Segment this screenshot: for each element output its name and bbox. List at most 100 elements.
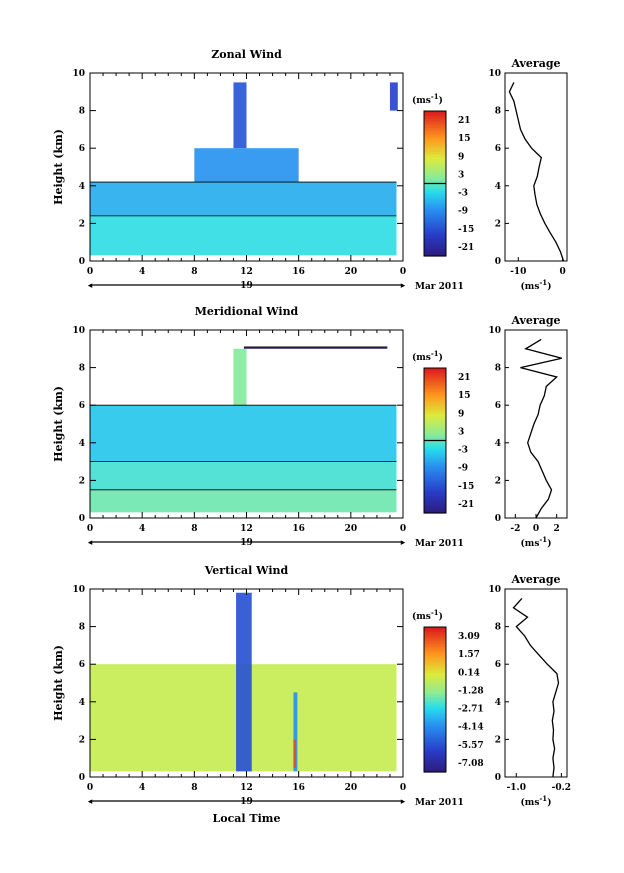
colorbar-cell xyxy=(424,384,446,388)
colorbar-cell xyxy=(424,442,446,446)
y-tick-label: 4 xyxy=(79,439,85,449)
colorbar-cell xyxy=(424,149,446,153)
colorbar-cell xyxy=(424,372,446,376)
x-tick-label: 4 xyxy=(139,783,145,793)
colorbar-cell xyxy=(424,135,446,139)
colorbar-tick-label: -7.08 xyxy=(458,759,484,769)
y-tick-label: 10 xyxy=(72,585,85,595)
colorbar-cell xyxy=(424,643,446,647)
y-tick-label: 4 xyxy=(79,182,85,192)
y-tick-label: 6 xyxy=(79,401,85,411)
average-x-tick-label: -2 xyxy=(510,524,520,534)
colorbar-tick-label: -15 xyxy=(458,482,474,492)
colorbar-frame xyxy=(423,626,447,773)
colorbar-tick-label: 3 xyxy=(458,427,464,437)
x-tick-label: 0 xyxy=(87,783,93,793)
average-y-tick-label: 6 xyxy=(495,144,501,154)
colorbar-cell xyxy=(424,130,446,134)
colorbar-cell xyxy=(424,161,446,165)
colorbar-cell xyxy=(424,639,446,643)
colorbar-unit-exponent: -1 xyxy=(431,349,439,358)
average-profile-line xyxy=(512,597,560,778)
colorbar-cell xyxy=(424,735,446,739)
x-tick-label: 0 xyxy=(400,267,406,277)
average-frame xyxy=(504,329,568,519)
date-bar-end: ▸ xyxy=(401,538,406,548)
average-x-tick-label: -0.2 xyxy=(552,783,571,793)
colorbar-cell xyxy=(424,677,446,681)
colorbar-cell xyxy=(424,123,446,127)
x-tick-label: 0 xyxy=(87,267,93,277)
average-unit-exponent: -1 xyxy=(539,794,547,803)
colorbar-cell xyxy=(424,375,446,379)
colorbar-cell xyxy=(424,152,446,156)
month-label: Mar 2011 xyxy=(415,282,464,292)
average-y-tick-label: 6 xyxy=(495,660,501,670)
y-tick-label: 4 xyxy=(79,698,85,708)
date-bar-end: ▸ xyxy=(401,797,406,807)
average-unit: (ms-1) xyxy=(521,278,552,292)
colorbar-tick-label: 3.09 xyxy=(458,632,480,642)
colorbar-tick-label: 9 xyxy=(458,409,464,419)
colorbar-cell xyxy=(424,144,446,148)
colorbar-cell xyxy=(424,397,446,401)
colorbar-cell xyxy=(424,486,446,490)
colorbar-tick-label: 21 xyxy=(458,373,471,383)
colorbar-cell xyxy=(424,656,446,660)
colorbar-cell xyxy=(424,246,446,250)
heatmap-cell xyxy=(236,592,252,772)
colorbar-cell xyxy=(424,222,446,226)
y-tick-label: 0 xyxy=(79,514,85,524)
colorbar-tick-label: -21 xyxy=(458,243,474,253)
colorbar-cell xyxy=(424,496,446,500)
colorbar-cell xyxy=(424,733,446,737)
colorbar-cell xyxy=(424,428,446,432)
colorbar-cell xyxy=(424,687,446,691)
colorbar-cell xyxy=(424,406,446,410)
heatmap-cell xyxy=(243,346,388,349)
colorbar-cell xyxy=(424,450,446,454)
average-frame xyxy=(504,72,568,262)
colorbar-cell xyxy=(424,118,446,122)
colorbar-cell xyxy=(424,759,446,763)
colorbar-cell xyxy=(424,769,446,773)
colorbar-cell xyxy=(424,389,446,393)
average-y-tick-label: 2 xyxy=(495,219,501,229)
x-tick-label: 12 xyxy=(240,783,253,793)
average-unit-close: ) xyxy=(547,797,551,808)
colorbar-cell xyxy=(424,239,446,243)
colorbar-cell xyxy=(424,125,446,129)
x-tick-label: 16 xyxy=(292,267,305,277)
colorbar-cell xyxy=(424,224,446,228)
colorbar-cell xyxy=(424,665,446,669)
heatmap-cell xyxy=(389,82,398,111)
colorbar-cell xyxy=(424,181,446,185)
colorbar-cell xyxy=(424,115,446,119)
colorbar-cell xyxy=(424,670,446,674)
colorbar-cell xyxy=(424,714,446,718)
colorbar-tick-label: -9 xyxy=(458,464,468,474)
colorbar-cell xyxy=(424,243,446,247)
x-tick-label: 0 xyxy=(400,783,406,793)
average-x-tick-label: -1.0 xyxy=(507,783,526,793)
colorbar-cell xyxy=(424,479,446,483)
colorbar-cell xyxy=(424,418,446,422)
average-y-tick-label: 0 xyxy=(495,257,501,267)
colorbar-cell xyxy=(424,166,446,170)
y-tick-label: 8 xyxy=(79,623,85,633)
date-label: 19 xyxy=(240,797,253,807)
average-unit-close: ) xyxy=(547,538,551,549)
colorbar-cell xyxy=(424,430,446,434)
colorbar-cell xyxy=(424,631,446,635)
colorbar-cell xyxy=(424,464,446,468)
colorbar-tick-label: -4.14 xyxy=(458,723,484,733)
colorbar-cell xyxy=(424,491,446,495)
colorbar-cell xyxy=(424,241,446,245)
colorbar-cell xyxy=(424,723,446,727)
colorbar-cell xyxy=(424,474,446,478)
colorbar-cell xyxy=(424,452,446,456)
colorbar-cell xyxy=(424,757,446,761)
colorbar-cell xyxy=(424,231,446,235)
colorbar-cell xyxy=(424,476,446,480)
